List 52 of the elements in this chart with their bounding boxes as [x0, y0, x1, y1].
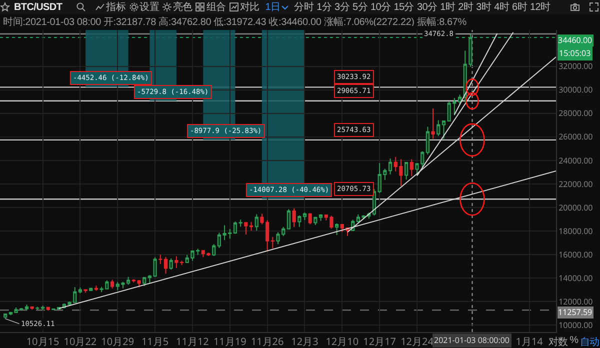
- ref-line-label: 2021-01-03 08:00:00: [434, 335, 510, 346]
- x-tick-label: 11月19: [213, 334, 247, 348]
- ref-line-label: 34460.00: [558, 35, 593, 46]
- text: 6时: [512, 0, 528, 14]
- chart-subtitle: 时间:2021-01-03 08:00 开:32187.78 高:34762.80 低:31972.43 收:34460.00 涨幅:7.06%(2272.22) 振幅:8.67%: [3, 16, 466, 29]
- text: %: [570, 335, 578, 348]
- text: 12时: [530, 0, 550, 14]
- y-tick-label: 16000.00: [558, 249, 594, 260]
- text: 亮色: [172, 0, 192, 14]
- x-tick-label: 10月29: [101, 334, 134, 348]
- x-tick-label: 10月22: [64, 334, 97, 348]
- text: 4时: [494, 0, 510, 14]
- text: 对比: [240, 0, 260, 14]
- x-tick-label: 12月10: [326, 334, 359, 348]
- x-tick-label: 11月5: [141, 334, 169, 348]
- text: 1时: [440, 0, 456, 14]
- y-tick-label: 28000.00: [558, 108, 594, 120]
- text: 自动: [580, 336, 599, 348]
- y-tick-label: 30000.00: [558, 84, 594, 96]
- text: 30分: [416, 1, 438, 14]
- text: 5分: [352, 1, 368, 14]
- text: 分时: [294, 0, 314, 14]
- text: 1日: [265, 1, 280, 14]
- text: 15分: [394, 1, 414, 14]
- text: 组合: [206, 1, 226, 14]
- x-tick-label: 10月15: [26, 334, 60, 348]
- x-tick-label: 1月14: [516, 334, 544, 348]
- chart-title: BTC/USDT: [14, 2, 62, 12]
- text: 15:05:03: [559, 48, 592, 59]
- text: 3时: [476, 0, 492, 14]
- y-tick-label: 26000.00: [558, 132, 594, 143]
- text: 2时: [458, 0, 474, 14]
- x-tick-label: 12月17: [363, 334, 396, 348]
- y-tick-label: 14000.00: [558, 272, 594, 284]
- ref-line-label: 11257.59: [558, 307, 593, 318]
- text: 指标: [106, 0, 126, 14]
- y-tick-label: 10000.00: [558, 320, 594, 331]
- y-tick-label: 20000.00: [558, 202, 594, 214]
- x-tick-label: 12月3: [291, 334, 319, 348]
- y-tick-label: 22000.00: [558, 178, 594, 190]
- y-tick-label: 18000.00: [558, 226, 594, 237]
- text: 3分: [334, 1, 350, 14]
- x-tick-label: 11月12: [176, 334, 210, 348]
- text: 1分: [316, 1, 332, 14]
- text: 10分: [370, 1, 391, 14]
- x-tick-label: 12月24: [400, 334, 434, 348]
- x-tick-label: 11月26: [250, 334, 284, 348]
- y-tick-label: 12000.00: [558, 296, 594, 308]
- text: 对数: [548, 336, 568, 348]
- y-tick-label: 24000.00: [558, 155, 594, 166]
- text: 设置: [140, 0, 159, 14]
- y-tick-label: 32000.00: [558, 61, 594, 72]
